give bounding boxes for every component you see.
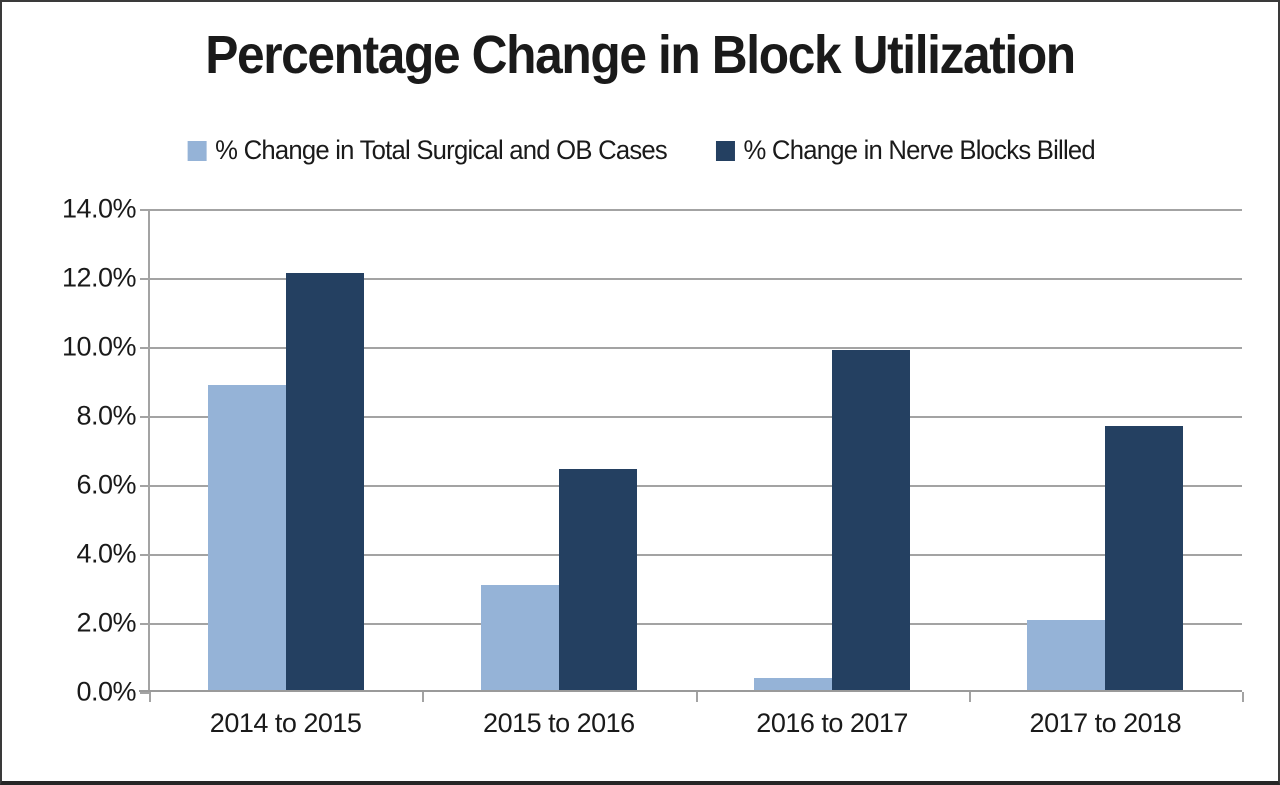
gridline: [149, 485, 1242, 487]
gridline: [149, 416, 1242, 418]
legend-swatch-nerve-blocks-billed: [715, 140, 735, 161]
x-tick-mark: [149, 692, 151, 702]
bar-group: [149, 209, 422, 692]
bar-nerve-blocks-billed: [832, 350, 911, 692]
y-tick-mark: [140, 347, 149, 349]
bar-surgical-ob-cases: [754, 678, 833, 692]
bar-group: [422, 209, 695, 692]
gridline: [149, 209, 1242, 211]
y-tick-label: 12.0%: [61, 262, 137, 293]
bar-surgical-ob-cases: [1027, 619, 1106, 692]
x-category-label: 2015 to 2016: [483, 708, 635, 738]
y-tick-label: 4.0%: [76, 538, 136, 569]
x-category-label: 2016 to 2017: [756, 708, 908, 738]
gridline: [149, 347, 1242, 349]
bar-nerve-blocks-billed: [558, 469, 637, 692]
y-axis-line: [148, 209, 150, 692]
plot-area: 0.0% 2.0% 4.0% 6.0% 8.0% 10.0% 12.0% 14.0% 2014 …: [62, 194, 1244, 738]
y-tick-mark: [140, 692, 149, 694]
legend-item-surgical-ob-cases: % Change in Total Surgical and OB Cases: [187, 135, 668, 166]
x-tick-mark: [1242, 692, 1244, 702]
x-axis-line: [139, 690, 1242, 692]
y-tick-mark: [140, 416, 149, 418]
y-tick-label: 6.0%: [76, 469, 136, 500]
bar-surgical-ob-cases: [480, 585, 559, 692]
legend-swatch-surgical-ob-cases: [187, 140, 207, 161]
chart-title: Percentage Change in Block Utilization: [205, 25, 1076, 85]
y-tick-mark: [140, 623, 149, 625]
y-tick-mark: [140, 485, 149, 487]
x-tick-mark: [695, 692, 698, 702]
bar-nerve-blocks-billed: [285, 272, 364, 692]
bar-nerve-blocks-billed: [1105, 426, 1184, 692]
y-tick-mark: [140, 554, 149, 556]
y-tick-label: 14.0%: [61, 193, 137, 224]
x-category-label: 2014 to 2015: [209, 708, 362, 738]
y-tick-mark: [140, 209, 149, 211]
bar-group: [696, 209, 969, 692]
gridline: [149, 623, 1242, 625]
x-category-label: 2017 to 2018: [1029, 708, 1182, 738]
bar-surgical-ob-cases: [207, 384, 286, 692]
gridline: [149, 554, 1242, 556]
y-tick-label: 10.0%: [61, 331, 137, 362]
x-tick-mark: [422, 692, 425, 702]
legend-item-nerve-blocks-billed: % Change in Nerve Blocks Billed: [715, 135, 1096, 166]
bar-group: [969, 209, 1242, 692]
y-tick-mark: [140, 278, 149, 280]
legend-label-nerve-blocks-billed: % Change in Nerve Blocks Billed: [743, 135, 1095, 165]
gridline: [149, 278, 1242, 280]
x-tick-mark: [968, 692, 971, 702]
y-tick-label: 8.0%: [76, 400, 136, 431]
y-tick-label: 0.0%: [76, 676, 136, 707]
legend: % Change in Total Surgical and OB Cases …: [2, 135, 1278, 166]
y-tick-label: 2.0%: [76, 607, 136, 638]
legend-label-surgical-ob-cases: % Change in Total Surgical and OB Cases: [215, 135, 668, 165]
